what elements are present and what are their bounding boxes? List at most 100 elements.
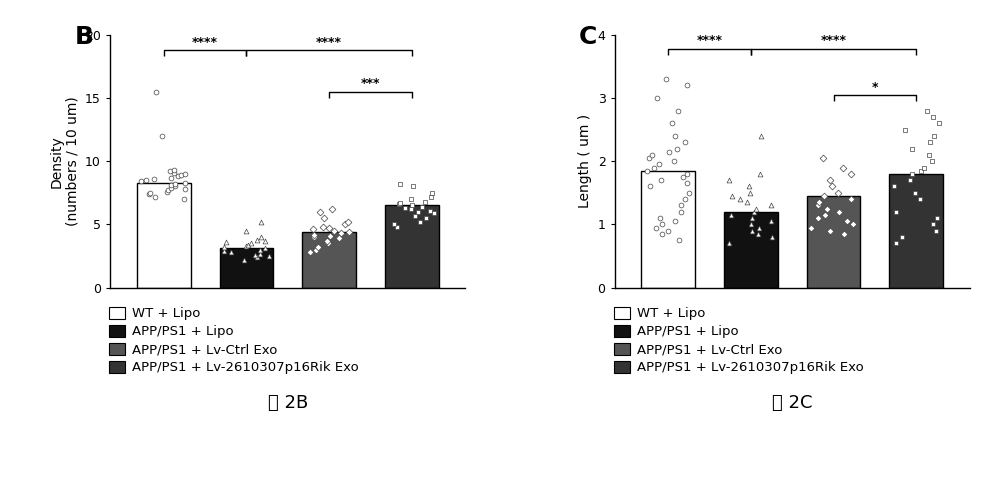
Point [822, 227, 838, 235]
Point [675, 173, 691, 181]
Point [904, 170, 920, 178]
Point [177, 179, 193, 186]
Point [810, 201, 826, 209]
Point [654, 230, 670, 238]
Point [247, 251, 263, 259]
Point [414, 203, 430, 211]
Point [677, 138, 693, 146]
Text: ****: **** [316, 36, 342, 49]
Point [723, 211, 739, 219]
Point [926, 132, 942, 140]
Point [154, 132, 170, 140]
Point [888, 208, 904, 216]
Point [141, 190, 157, 198]
Point [306, 233, 322, 241]
Point [423, 192, 439, 200]
Text: *: * [872, 80, 878, 94]
Point [811, 198, 827, 206]
Point [310, 243, 326, 251]
Point [667, 217, 683, 225]
Point [644, 151, 660, 159]
Point [739, 198, 755, 206]
Point [216, 243, 232, 251]
Point [216, 247, 232, 255]
Point [742, 189, 758, 197]
Point [744, 214, 760, 222]
Point [253, 233, 269, 241]
Point [654, 220, 670, 228]
Point [392, 199, 408, 207]
Point [886, 183, 902, 190]
Point [830, 189, 846, 197]
Text: ****: **** [697, 34, 723, 48]
Point [326, 227, 342, 235]
Point [404, 201, 420, 209]
Point [322, 232, 338, 240]
Point [664, 119, 680, 127]
Point [653, 176, 669, 184]
Point [386, 220, 402, 228]
Point [732, 195, 748, 203]
Point [392, 180, 408, 188]
Point [159, 187, 175, 195]
Bar [641, 171, 695, 288]
Text: ***: *** [361, 77, 380, 90]
Point [673, 201, 689, 209]
Point [658, 75, 674, 83]
Point [403, 195, 419, 203]
Point [721, 176, 737, 184]
Point [888, 240, 904, 248]
Point [907, 189, 923, 197]
Point [397, 204, 413, 212]
Point [320, 240, 336, 248]
Point [666, 157, 682, 165]
Point [751, 224, 767, 232]
Point [163, 184, 179, 192]
Point [166, 166, 182, 174]
Bar [724, 212, 778, 288]
Point [389, 223, 405, 231]
Point [677, 195, 693, 203]
Point [173, 171, 189, 179]
Point [651, 160, 667, 168]
Text: ****: **** [821, 34, 847, 48]
Point [243, 240, 259, 248]
Point [177, 185, 193, 193]
Point [652, 214, 668, 222]
Point [922, 138, 938, 146]
Text: 图 2C: 图 2C [772, 394, 813, 412]
Point [819, 205, 835, 213]
Point [815, 154, 831, 162]
Point [316, 214, 332, 222]
Point [817, 211, 833, 219]
Point [160, 186, 176, 194]
Point [147, 192, 163, 200]
Text: C: C [579, 25, 597, 49]
Point [669, 145, 685, 153]
Point [931, 119, 947, 127]
Point [391, 200, 407, 208]
Point [170, 173, 186, 181]
Point [257, 245, 273, 252]
Point [424, 189, 440, 197]
Point [341, 228, 357, 236]
Point [162, 167, 178, 175]
Point [340, 218, 356, 226]
Point [252, 246, 268, 254]
Point [679, 180, 695, 187]
Point [646, 164, 662, 172]
Point [331, 235, 347, 243]
Point [912, 195, 928, 203]
Point [176, 195, 192, 203]
Point [167, 183, 183, 190]
Point [642, 183, 658, 190]
Point [238, 242, 254, 250]
Point [921, 151, 937, 159]
Point [236, 256, 252, 264]
Point [750, 230, 766, 238]
Point [163, 181, 179, 189]
Point [163, 174, 179, 182]
Point [661, 148, 677, 156]
Point [249, 253, 265, 261]
Point [924, 157, 940, 165]
